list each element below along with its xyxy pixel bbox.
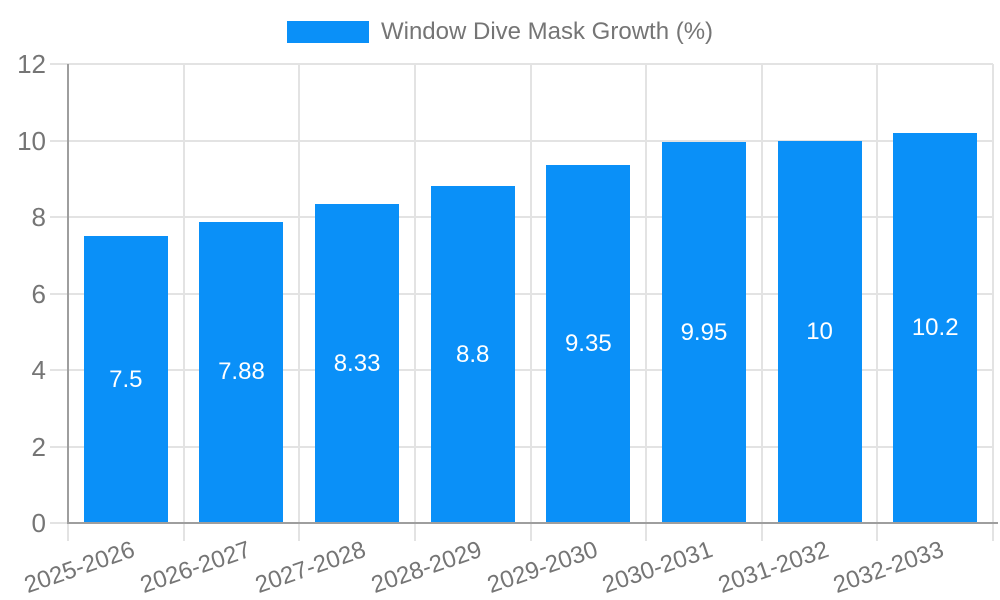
gridline-horizontal xyxy=(50,139,993,142)
bar-value-label: 10.2 xyxy=(911,313,959,341)
gridline-vertical xyxy=(992,64,994,541)
legend-label: Window Dive Mask Growth (%) xyxy=(380,18,714,45)
gridline-vertical xyxy=(876,64,879,541)
gridline-vertical xyxy=(182,64,185,541)
y-tick-label: 0 xyxy=(31,508,46,538)
bar[interactable] xyxy=(546,165,631,523)
bar[interactable] xyxy=(777,140,862,523)
bar[interactable] xyxy=(430,186,515,523)
gridline-vertical xyxy=(645,64,648,541)
y-tick-label: 4 xyxy=(31,355,46,385)
x-axis-line xyxy=(67,522,998,524)
gridline-vertical xyxy=(760,64,763,541)
bar[interactable] xyxy=(893,132,978,523)
gridline-vertical xyxy=(298,64,301,541)
bar-value-label: 8.33 xyxy=(333,349,381,377)
bar-value-label: 7.88 xyxy=(218,358,265,386)
y-tick-label: 2 xyxy=(31,431,46,462)
y-tick-label: 10 xyxy=(17,125,46,156)
bar-value-label: 10 xyxy=(806,317,833,345)
y-axis-line xyxy=(67,64,69,523)
gridline-horizontal xyxy=(50,292,993,295)
bar-value-label: 9.95 xyxy=(680,318,728,346)
gridline-vertical xyxy=(413,64,416,541)
gridline-horizontal xyxy=(50,445,993,448)
bar[interactable] xyxy=(315,204,400,523)
x-tick-label: 2028-2029 xyxy=(367,536,486,599)
x-tick-label: 2025-2026 xyxy=(20,536,139,599)
bar-value-label: 7.5 xyxy=(109,365,143,393)
bar[interactable] xyxy=(83,236,168,523)
gridline-horizontal xyxy=(50,369,993,371)
legend[interactable]: Window Dive Mask Growth (%) xyxy=(0,18,1000,46)
legend-swatch xyxy=(286,21,369,43)
gridline-horizontal xyxy=(50,216,993,218)
x-tick-label: 2029-2030 xyxy=(483,536,601,599)
y-tick-label: 6 xyxy=(31,278,46,309)
bar[interactable] xyxy=(661,142,746,523)
gridline-horizontal xyxy=(50,63,993,65)
bar-value-label: 8.8 xyxy=(456,340,490,368)
bar[interactable] xyxy=(199,221,284,523)
x-tick-label: 2030-2031 xyxy=(599,536,717,599)
gridline-vertical xyxy=(529,64,532,541)
bar-value-label: 9.35 xyxy=(564,330,612,358)
x-tick-label: 2032-2033 xyxy=(830,536,948,599)
x-tick-label: 2026-2027 xyxy=(136,536,254,599)
y-tick-label: 12 xyxy=(17,49,46,79)
x-tick-label: 2031-2032 xyxy=(714,536,833,599)
y-tick-label: 8 xyxy=(31,202,46,232)
x-tick-label: 2027-2028 xyxy=(252,536,370,599)
